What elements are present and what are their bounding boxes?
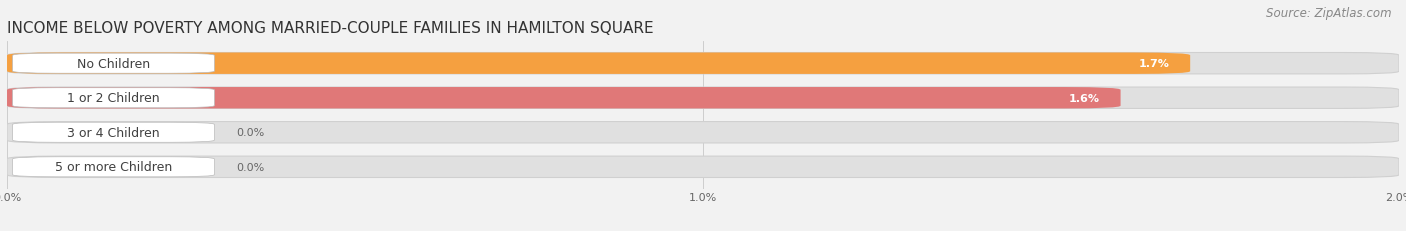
Text: 5 or more Children: 5 or more Children xyxy=(55,161,172,173)
Text: Source: ZipAtlas.com: Source: ZipAtlas.com xyxy=(1267,7,1392,20)
FancyBboxPatch shape xyxy=(7,156,1399,178)
FancyBboxPatch shape xyxy=(13,88,215,108)
FancyBboxPatch shape xyxy=(13,54,215,74)
Text: 0.0%: 0.0% xyxy=(236,128,264,138)
FancyBboxPatch shape xyxy=(7,122,1399,143)
Text: 1.6%: 1.6% xyxy=(1069,93,1099,103)
FancyBboxPatch shape xyxy=(7,88,1399,109)
FancyBboxPatch shape xyxy=(13,123,215,143)
Text: 0.0%: 0.0% xyxy=(236,162,264,172)
Text: 3 or 4 Children: 3 or 4 Children xyxy=(67,126,160,139)
Text: INCOME BELOW POVERTY AMONG MARRIED-COUPLE FAMILIES IN HAMILTON SQUARE: INCOME BELOW POVERTY AMONG MARRIED-COUPL… xyxy=(7,21,654,36)
FancyBboxPatch shape xyxy=(7,88,1121,109)
Text: 1 or 2 Children: 1 or 2 Children xyxy=(67,92,160,105)
FancyBboxPatch shape xyxy=(7,53,1191,75)
FancyBboxPatch shape xyxy=(13,157,215,177)
Text: 1.7%: 1.7% xyxy=(1139,59,1170,69)
FancyBboxPatch shape xyxy=(7,53,1399,75)
Text: No Children: No Children xyxy=(77,58,150,70)
